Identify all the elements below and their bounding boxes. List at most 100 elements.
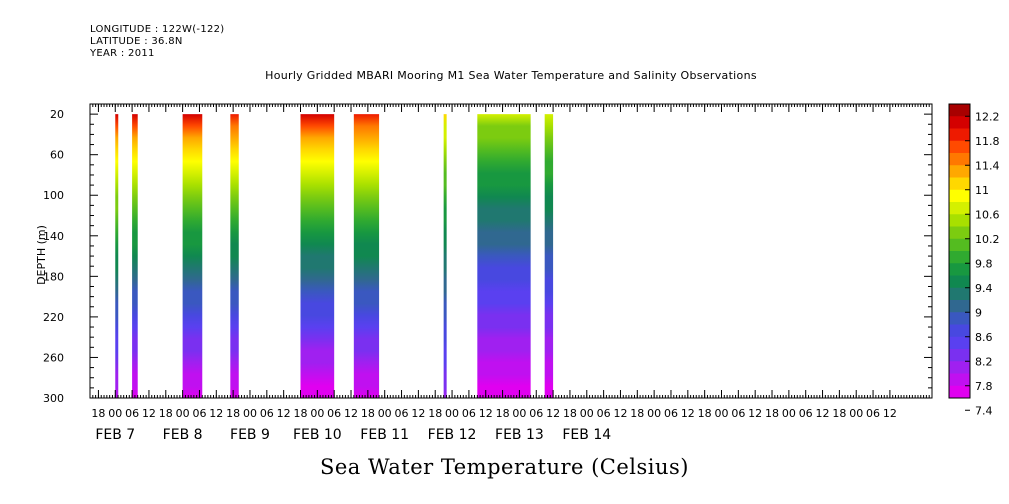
data-segment bbox=[230, 114, 239, 398]
colorbar-swatch bbox=[949, 361, 970, 374]
x-tick-label: 12 bbox=[681, 407, 695, 420]
x-axis: 18 00 06 12 18 00 06 12 18 00 06 12 18 00 06 12 18 00 06 12… bbox=[91, 104, 930, 443]
data-segment bbox=[477, 114, 531, 398]
x-tick-label: 12 bbox=[883, 407, 897, 420]
x-tick-label: 18 bbox=[563, 407, 577, 420]
x-tick-label: 18 bbox=[428, 407, 442, 420]
colorbar-label: 7.8 bbox=[975, 380, 993, 393]
colorbar-swatch bbox=[949, 275, 970, 289]
x-tick-label: 12 bbox=[613, 407, 627, 420]
x-tick-label: 18 bbox=[832, 407, 846, 420]
data-segment bbox=[443, 114, 447, 398]
x-date-label: FEB 13 bbox=[495, 427, 544, 443]
colorbar-swatch bbox=[949, 214, 970, 227]
x-tick-label: 06 bbox=[192, 407, 206, 420]
colorbar-label: 9.8 bbox=[975, 257, 993, 270]
x-tick-label: 12 bbox=[411, 407, 425, 420]
x-tick-label: 12 bbox=[479, 407, 493, 420]
x-tick-label: 12 bbox=[209, 407, 223, 420]
x-date-label: FEB 9 bbox=[230, 427, 270, 443]
y-tick-label: 220 bbox=[43, 311, 64, 324]
colorbar-label: 10.2 bbox=[975, 233, 1000, 246]
variable-label: Sea Water Temperature (Celsius) bbox=[319, 455, 689, 479]
colorbar-swatch bbox=[949, 202, 970, 215]
colorbar-label: 8.6 bbox=[975, 331, 993, 344]
colorbar-label: 9 bbox=[975, 306, 982, 319]
data-segment bbox=[300, 114, 335, 398]
x-tick-label: 12 bbox=[344, 407, 358, 420]
colorbar-label: 11.4 bbox=[975, 159, 1000, 172]
colorbar-border bbox=[948, 103, 971, 399]
x-tick-label: 00 bbox=[176, 407, 190, 420]
x-tick-label: 18 bbox=[294, 407, 308, 420]
x-tick-label: 00 bbox=[243, 407, 257, 420]
x-date-label: FEB 7 bbox=[95, 427, 135, 443]
x-tick-label: 06 bbox=[327, 407, 341, 420]
colorbar-swatch bbox=[949, 349, 970, 362]
chart-title: Hourly Gridded MBARI Mooring M1 Sea Wate… bbox=[265, 69, 757, 82]
x-date-label: FEB 10 bbox=[293, 427, 342, 443]
data-segments bbox=[115, 114, 554, 398]
x-tick-label: 18 bbox=[159, 407, 173, 420]
colorbar-swatch bbox=[949, 287, 970, 301]
x-tick-label: 06 bbox=[462, 407, 476, 420]
y-tick-label: 100 bbox=[43, 189, 64, 202]
x-tick-label: 06 bbox=[260, 407, 274, 420]
y-tick-label: 260 bbox=[43, 351, 64, 364]
x-tick-label: 00 bbox=[849, 407, 863, 420]
x-tick-label: 00 bbox=[580, 407, 594, 420]
x-tick-label: 06 bbox=[664, 407, 678, 420]
y-axis-label: DEPTH (m) bbox=[35, 225, 48, 285]
colorbar-swatch bbox=[949, 177, 970, 191]
y-tick-label: 180 bbox=[43, 270, 64, 283]
x-tick-label: 12 bbox=[816, 407, 830, 420]
colorbar-label: 9.4 bbox=[975, 282, 993, 295]
colorbar-swatch bbox=[949, 336, 970, 350]
x-tick-label: 18 bbox=[91, 407, 105, 420]
colorbar-swatch bbox=[949, 300, 970, 313]
data-segment bbox=[353, 114, 380, 398]
colorbar-swatch bbox=[949, 165, 970, 178]
x-tick-label: 18 bbox=[361, 407, 375, 420]
colorbar-label: 7.4 bbox=[975, 404, 993, 417]
data-segment bbox=[182, 114, 203, 398]
x-tick-label: 06 bbox=[799, 407, 813, 420]
x-tick-label: 06 bbox=[866, 407, 880, 420]
x-tick-label: 18 bbox=[226, 407, 240, 420]
y-tick-label: 20 bbox=[50, 108, 64, 121]
x-tick-label: 18 bbox=[496, 407, 510, 420]
x-tick-label: 12 bbox=[277, 407, 291, 420]
colorbar-swatch bbox=[949, 226, 970, 240]
colorbar-label: 10.6 bbox=[975, 208, 1000, 221]
x-tick-label: 12 bbox=[142, 407, 156, 420]
colorbar-label: 8.2 bbox=[975, 355, 993, 368]
x-tick-label: 00 bbox=[108, 407, 122, 420]
y-tick-label: 300 bbox=[43, 392, 64, 405]
colorbar-swatch bbox=[949, 116, 970, 129]
colorbar-swatch bbox=[949, 140, 970, 154]
x-tick-label: 06 bbox=[597, 407, 611, 420]
x-tick-label: 06 bbox=[529, 407, 543, 420]
x-date-label: FEB 12 bbox=[428, 427, 477, 443]
colorbar-swatch bbox=[949, 104, 970, 117]
x-tick-label: 12 bbox=[748, 407, 762, 420]
x-tick-label: 18 bbox=[630, 407, 644, 420]
colorbar-swatch bbox=[949, 251, 970, 264]
y-tick-label: 140 bbox=[43, 230, 64, 243]
y-tick-label: 60 bbox=[50, 149, 64, 162]
x-tick-label: 00 bbox=[378, 407, 392, 420]
x-tick-label: 00 bbox=[512, 407, 526, 420]
x-tick-label: 00 bbox=[310, 407, 324, 420]
data-segment bbox=[115, 114, 119, 398]
year-label: YEAR : 2011 bbox=[90, 48, 155, 59]
colorbar-label: 12.2 bbox=[975, 110, 1000, 123]
x-date-label: FEB 11 bbox=[360, 427, 409, 443]
x-tick-label: 06 bbox=[125, 407, 139, 420]
colorbar-swatch bbox=[949, 128, 970, 142]
colorbar-label: 11 bbox=[975, 184, 989, 197]
x-tick-label: 00 bbox=[445, 407, 459, 420]
colorbar-swatch bbox=[949, 189, 970, 203]
x-tick-label: 18 bbox=[698, 407, 712, 420]
x-date-label: FEB 14 bbox=[562, 427, 611, 443]
x-tick-label: 18 bbox=[765, 407, 779, 420]
